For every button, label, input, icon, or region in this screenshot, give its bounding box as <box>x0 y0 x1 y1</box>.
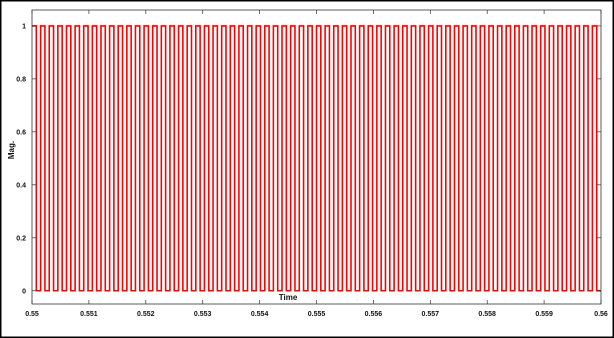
x-tick-label: 0.559 <box>535 311 553 318</box>
y-tick-label: 0.4 <box>16 182 26 189</box>
x-axis-label: Time <box>279 293 298 302</box>
y-tick-label: 0.6 <box>16 129 26 136</box>
signal-layer <box>32 25 601 292</box>
labels-layer: 0.55 0.551 0.552 0.553 0.554 0.555 0.556 0.557 0… <box>7 23 608 318</box>
y-tick-label: 0.8 <box>16 76 26 83</box>
y-tick-label: 0 <box>22 288 26 295</box>
x-tick-label: 0.556 <box>365 311 383 318</box>
y-axis-label: Mag. <box>7 141 16 159</box>
x-tick-label: 0.555 <box>308 311 326 318</box>
x-tick-label: 0.55 <box>25 311 39 318</box>
x-tick-label: 0.557 <box>422 311 440 318</box>
x-tick-label: 0.554 <box>251 311 269 318</box>
y-tick-label: 0.2 <box>16 235 26 242</box>
signal-line <box>32 25 601 292</box>
y-tick-label: 1 <box>22 23 26 30</box>
x-tick-label: 0.551 <box>80 311 98 318</box>
x-tick-label: 0.552 <box>137 311 155 318</box>
x-tick-label: 0.56 <box>594 311 608 318</box>
axes-layer <box>31 9 602 305</box>
x-tick-label: 0.558 <box>478 311 496 318</box>
x-tick-label: 0.553 <box>194 311 212 318</box>
